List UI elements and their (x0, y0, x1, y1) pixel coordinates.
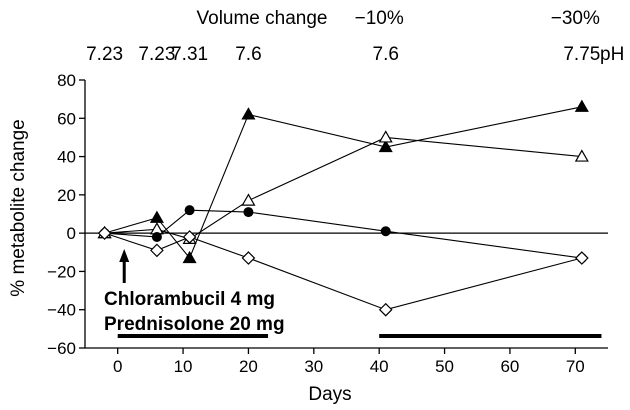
open-triangle-series (97, 130, 589, 244)
y-tick-label: 20 (57, 186, 76, 205)
treatment-start-arrow (119, 249, 130, 283)
x-tick-label: 60 (500, 357, 519, 376)
x-tick-label: 40 (370, 357, 389, 376)
open-triangle-marker (378, 130, 393, 143)
filled-triangle-marker (182, 250, 197, 264)
filled-triangle-marker (378, 139, 393, 153)
y-tick-label: −40 (47, 301, 76, 320)
data-series (97, 99, 589, 317)
open-diamond-marker (378, 302, 393, 317)
y-axis-title: % metabolite change (8, 119, 29, 296)
open-triangle-marker (574, 149, 589, 162)
x-tick-label: 30 (304, 357, 323, 376)
open-diamond-series-line (104, 232, 582, 311)
open-diamond-series (97, 226, 589, 317)
filled-triangle-marker (241, 107, 256, 120)
open-diamond-marker (97, 226, 112, 240)
volume-change-value: −30% (551, 8, 600, 29)
ph-value: 7.23 (86, 44, 123, 65)
x-tick-label: 0 (113, 357, 122, 376)
open-diamond-marker (241, 251, 256, 265)
open-triangle-series-line (104, 136, 582, 240)
ph-label: pH (600, 44, 624, 65)
filled-triangle-marker (574, 99, 589, 112)
top-annotations: Volume change pH 7.23 7.237.31 7.6 7.6 7.75−… (86, 8, 624, 65)
y-tick-label: 0 (67, 224, 76, 243)
open-diamond-marker (575, 251, 589, 265)
x-tick-label: 10 (174, 357, 193, 376)
ph-value: 7.75 (563, 44, 600, 65)
open-diamond-marker (182, 230, 197, 244)
filled-circle-marker (243, 207, 254, 218)
y-tick-label: 60 (57, 109, 76, 128)
filled-circle-marker (380, 226, 391, 237)
x-tick-label: 70 (566, 357, 585, 376)
filled-triangle-marker (149, 210, 164, 223)
volume-change-value: −10% (355, 8, 404, 29)
open-diamond-marker (150, 243, 164, 258)
filled-circle-marker (151, 231, 162, 242)
volume-change-label: Volume change (197, 8, 328, 29)
y-tick-label: 40 (57, 148, 76, 167)
filled-circle-series-line (104, 209, 582, 259)
ph-value: 7.6 (373, 44, 399, 65)
x-tick-label: 50 (435, 357, 454, 376)
filled-circle-marker (184, 205, 195, 216)
ph-value: 7.6 (235, 44, 261, 65)
y-tick-label: −60 (47, 339, 76, 358)
ph-value: 7.23 (138, 44, 175, 65)
y-tick-label: 80 (57, 71, 76, 90)
open-triangle-marker (241, 193, 256, 206)
axes: −60 −40 −20 0 20 40 60 80 0 10 20 30 40 50 60 70 (47, 71, 608, 376)
y-tick-label: −20 (47, 262, 76, 281)
treatment-label-prednisolone: Prednisolone 20 mg (104, 314, 285, 335)
x-axis-title: Days (308, 384, 351, 405)
treatment-label-chlorambucil: Chlorambucil 4 mg (104, 289, 275, 310)
filled-triangle-series (97, 99, 589, 264)
treatment-annotation: Chlorambucil 4 mg Prednisolone 20 mg (104, 249, 285, 335)
x-tick-label: 20 (239, 357, 258, 376)
ph-value: 7.31 (171, 44, 208, 65)
